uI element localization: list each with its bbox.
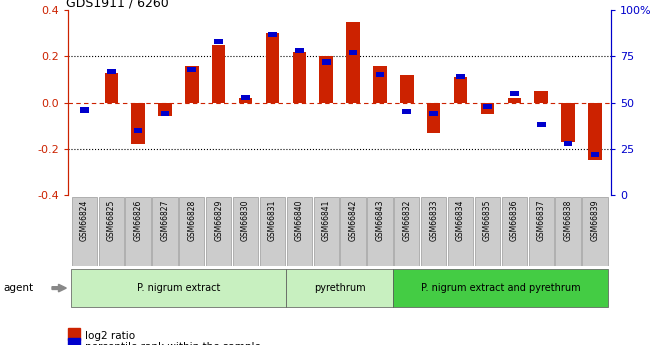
Text: GSM66825: GSM66825	[107, 199, 116, 241]
Bar	[214, 39, 223, 44]
Bar	[346, 22, 360, 103]
Bar	[260, 197, 285, 266]
Text: GSM66832: GSM66832	[402, 199, 411, 241]
Bar	[394, 197, 419, 266]
Text: GSM66842: GSM66842	[348, 199, 358, 241]
Bar	[421, 197, 447, 266]
Bar	[376, 72, 384, 78]
Bar	[134, 128, 142, 133]
Bar	[292, 52, 306, 103]
Bar	[179, 197, 205, 266]
Text: GSM66824: GSM66824	[80, 199, 89, 241]
Bar	[510, 91, 519, 96]
Bar	[187, 67, 196, 72]
Bar	[206, 197, 231, 266]
Bar	[241, 95, 250, 100]
Bar	[483, 104, 492, 109]
Bar	[341, 197, 366, 266]
Text: GSM66841: GSM66841	[322, 199, 331, 241]
Bar	[131, 103, 145, 144]
Bar	[322, 59, 331, 65]
Text: pyrethrum: pyrethrum	[314, 283, 365, 293]
Text: GSM66833: GSM66833	[429, 199, 438, 241]
Bar	[528, 197, 554, 266]
Bar	[564, 141, 573, 146]
Text: GSM66829: GSM66829	[214, 199, 223, 241]
Bar	[590, 152, 599, 157]
Bar	[448, 197, 473, 266]
Text: GSM66826: GSM66826	[134, 199, 142, 241]
Bar	[537, 122, 545, 127]
Bar	[266, 33, 279, 103]
Text: agent: agent	[3, 283, 33, 293]
Bar	[429, 111, 438, 116]
Bar	[212, 45, 226, 103]
Text: GSM66835: GSM66835	[483, 199, 492, 241]
Bar	[295, 48, 304, 53]
Bar	[481, 103, 494, 114]
Text: GSM66828: GSM66828	[187, 199, 196, 241]
Bar	[373, 66, 387, 103]
Bar	[161, 111, 170, 116]
Text: GSM66836: GSM66836	[510, 199, 519, 241]
Bar	[474, 197, 500, 266]
Bar	[348, 50, 358, 55]
Bar	[313, 197, 339, 266]
Bar	[562, 103, 575, 142]
Text: GSM66834: GSM66834	[456, 199, 465, 241]
Bar	[286, 269, 393, 307]
Bar	[287, 197, 312, 266]
Bar	[400, 75, 413, 103]
Bar	[72, 197, 97, 266]
Text: GDS1911 / 6260: GDS1911 / 6260	[66, 0, 168, 9]
Text: GSM66837: GSM66837	[537, 199, 545, 241]
Bar	[319, 57, 333, 103]
Bar	[185, 66, 198, 103]
Bar	[107, 69, 116, 74]
Text: GSM66838: GSM66838	[564, 199, 573, 241]
Bar	[158, 103, 172, 117]
Bar	[534, 91, 548, 103]
Bar	[80, 108, 89, 112]
Bar	[268, 32, 277, 37]
Bar	[99, 197, 124, 266]
Bar	[152, 197, 177, 266]
Text: GSM66827: GSM66827	[161, 199, 170, 241]
Bar	[402, 109, 411, 115]
Bar	[454, 77, 467, 103]
Bar	[367, 197, 393, 266]
Bar	[427, 103, 441, 132]
Text: GSM66840: GSM66840	[295, 199, 304, 241]
Text: percentile rank within the sample: percentile rank within the sample	[85, 342, 261, 345]
Text: P. nigrum extract and pyrethrum: P. nigrum extract and pyrethrum	[421, 283, 580, 293]
Bar	[456, 74, 465, 79]
Text: P. nigrum extract: P. nigrum extract	[136, 283, 220, 293]
Bar	[588, 103, 602, 160]
Bar	[239, 98, 252, 103]
Bar	[555, 197, 580, 266]
Text: GSM66831: GSM66831	[268, 199, 277, 241]
Bar	[71, 269, 286, 307]
Text: log2 ratio: log2 ratio	[85, 332, 135, 341]
Bar	[125, 197, 151, 266]
Bar	[393, 269, 608, 307]
Bar	[502, 197, 527, 266]
Bar	[233, 197, 258, 266]
Text: GSM66843: GSM66843	[376, 199, 384, 241]
Bar	[105, 73, 118, 103]
Text: GSM66830: GSM66830	[241, 199, 250, 241]
Bar	[582, 197, 608, 266]
Text: GSM66839: GSM66839	[590, 199, 599, 241]
Bar	[508, 98, 521, 103]
